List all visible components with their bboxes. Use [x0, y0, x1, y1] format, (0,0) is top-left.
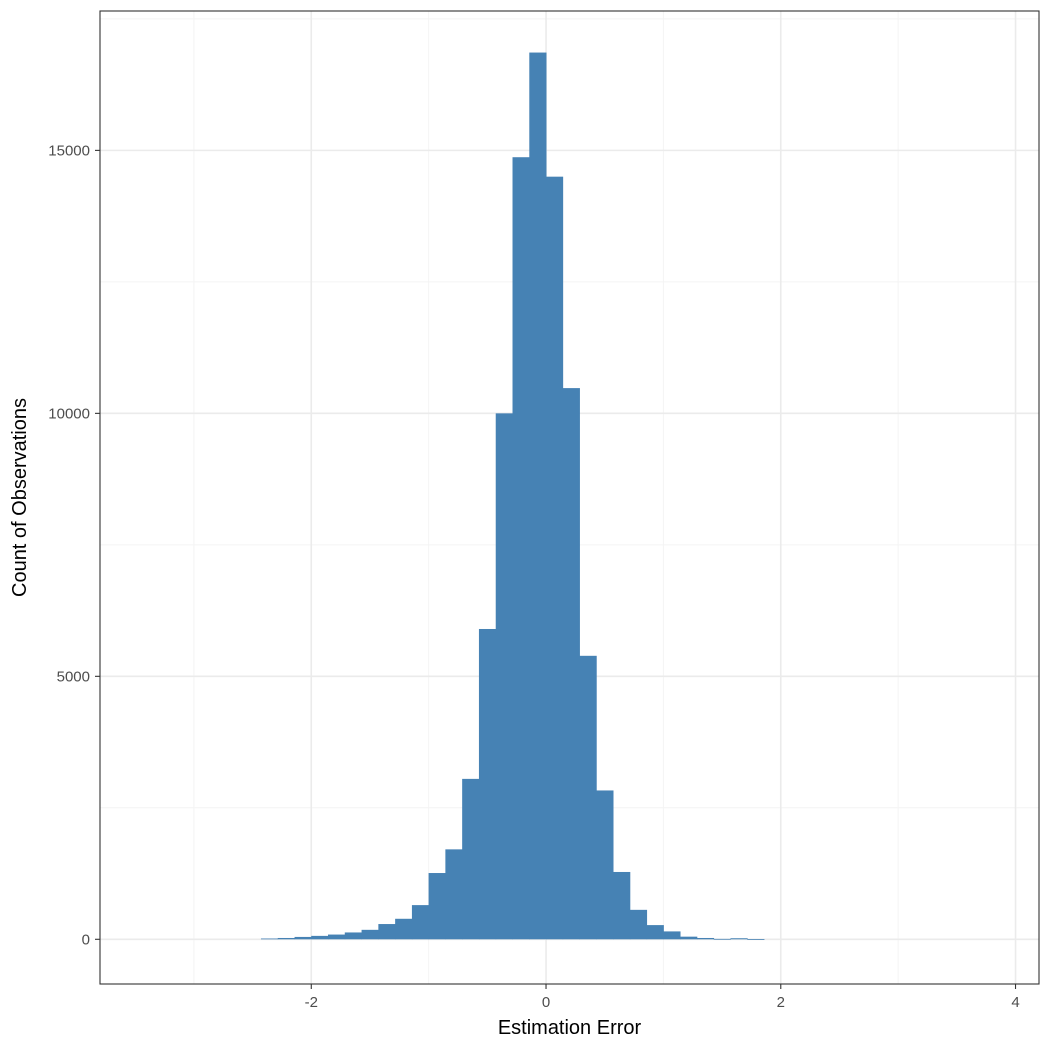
- histogram-bars: [260, 52, 765, 940]
- y-axis: 0 5000 10000 15000: [48, 142, 100, 948]
- x-axis: -2 0 2 4: [305, 984, 1020, 1011]
- y-axis-title: Count of Observations: [9, 398, 31, 597]
- histogram-bar: [311, 935, 329, 940]
- histogram-bar: [344, 932, 362, 940]
- panel-border: [99, 10, 1040, 985]
- histogram-bar: [378, 924, 396, 940]
- histogram-bar: [478, 628, 497, 940]
- histogram-bar: [328, 934, 346, 940]
- histogram-bar: [462, 778, 480, 940]
- x-tick-label: 4: [1011, 994, 1019, 1011]
- x-tick-label: 2: [777, 994, 785, 1011]
- histogram-bar: [579, 655, 597, 940]
- histogram-bar: [596, 790, 614, 940]
- histogram-bar: [445, 849, 463, 940]
- histogram-bar: [277, 937, 295, 940]
- histogram-bar: [495, 413, 513, 940]
- y-tick-label: 15000: [48, 142, 90, 159]
- y-tick-label: 10000: [48, 405, 90, 422]
- histogram-bar: [562, 388, 580, 940]
- histogram-bar: [294, 936, 312, 940]
- histogram-bar: [529, 52, 547, 940]
- histogram-bar: [663, 931, 681, 940]
- histogram-bar: [629, 909, 648, 940]
- histogram-bar: [613, 871, 631, 940]
- x-axis-title: Estimation Error: [498, 1017, 642, 1039]
- histogram-bar: [730, 938, 748, 940]
- x-tick-label: -2: [305, 994, 318, 1011]
- histogram-bar: [646, 925, 664, 940]
- histogram-bar: [361, 929, 379, 940]
- histogram-bar: [713, 938, 731, 940]
- histogram-bar: [696, 937, 715, 940]
- histogram-bar: [747, 939, 765, 940]
- x-tick-label: 0: [542, 994, 550, 1011]
- histogram-bar: [428, 873, 446, 940]
- y-tick-label: 0: [82, 931, 90, 948]
- histogram-bar: [411, 905, 430, 940]
- histogram-bar: [395, 918, 413, 940]
- histogram-bar: [545, 176, 564, 940]
- histogram-bar: [680, 936, 698, 940]
- histogram-bar: [512, 157, 530, 940]
- histogram-bar: [260, 938, 279, 940]
- y-tick-label: 5000: [57, 668, 90, 685]
